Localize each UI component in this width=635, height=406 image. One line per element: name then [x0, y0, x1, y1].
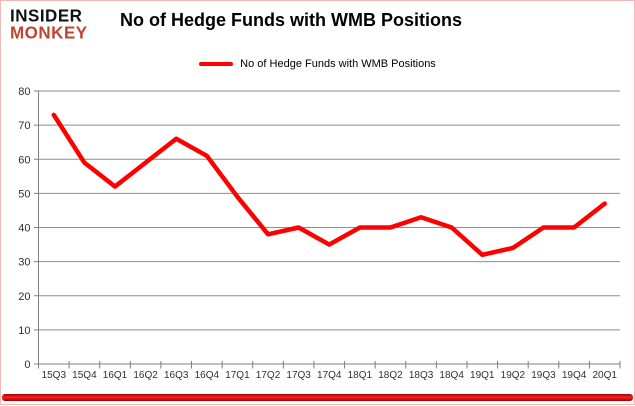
series-line: [51, 112, 607, 258]
x-axis-tick-label: 18Q1: [348, 370, 373, 381]
x-axis-tick-label: 17Q2: [256, 370, 281, 381]
y-axis-tick-label: 60: [18, 154, 30, 166]
x-axis-tick-label: 19Q3: [531, 370, 556, 381]
y-axis-tick-label: 40: [18, 223, 30, 235]
y-axis-tick-label: 50: [18, 188, 30, 200]
x-axis-tick-label: 16Q3: [164, 370, 189, 381]
y-axis-tick-label: 20: [18, 291, 30, 303]
x-axis-tick-label: 18Q4: [439, 370, 464, 381]
x-axis-tick-label: 19Q1: [470, 370, 495, 381]
x-axis-tick-label: 18Q3: [409, 370, 434, 381]
x-axis-tick-label: 16Q4: [195, 370, 220, 381]
y-axis-tick-label: 30: [18, 257, 30, 269]
x-axis-tick-label: 17Q1: [225, 370, 250, 381]
x-axis-tick-label: 15Q3: [42, 370, 67, 381]
x-axis-tick-label: 17Q3: [286, 370, 311, 381]
logo-insider-text: INSIDER: [10, 5, 83, 26]
logo-monkey-text: MONKEY: [10, 22, 88, 43]
x-axis-tick-label: 16Q2: [133, 370, 158, 381]
bottom-accent-bar: [2, 394, 633, 401]
y-axis-tick-label: 0: [24, 359, 30, 371]
legend: No of Hedge Funds with WMB Positions: [1, 58, 634, 70]
y-axis-tick-label: 80: [18, 86, 30, 98]
chart-title: No of Hedge Funds with WMB Positions: [120, 10, 462, 30]
x-axis-tick-label: 18Q2: [378, 370, 403, 381]
x-axis-tick-label: 19Q2: [501, 370, 526, 381]
y-axis-tick-label: 10: [18, 325, 30, 337]
insider-monkey-logo: INSIDER MONKEY: [10, 5, 88, 43]
legend-label: No of Hedge Funds with WMB Positions: [240, 58, 436, 70]
x-axis-tick-label: 19Q4: [562, 370, 587, 381]
y-axis-tick-label: 70: [18, 120, 30, 132]
x-axis-tick-label: 15Q4: [72, 370, 97, 381]
x-axis-tick-label: 17Q4: [317, 370, 342, 381]
x-axis-tick-label: 20Q1: [592, 370, 617, 381]
x-axis-tick-label: 16Q1: [103, 370, 128, 381]
legend-line-swatch-icon: [199, 62, 234, 66]
